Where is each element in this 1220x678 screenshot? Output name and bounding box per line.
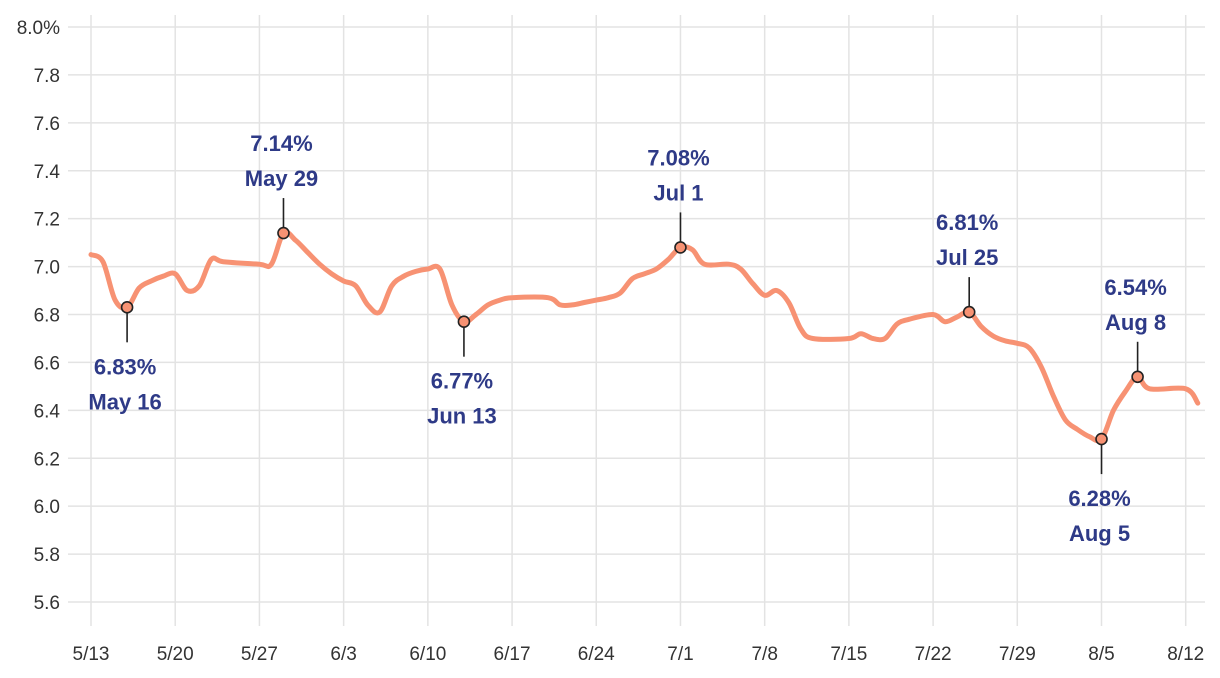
annotation-value: 7.14% [250, 131, 312, 156]
annotation: 6.77% Jun 13 [427, 315, 497, 429]
y-tick-label: 6.6 [34, 353, 60, 374]
y-tick-label: 6.2 [34, 449, 60, 470]
x-tick-label: 8/5 [1088, 644, 1114, 665]
y-tick-label: 7.2 [34, 210, 60, 231]
annotation-date: May 16 [88, 389, 161, 414]
y-tick-label: 5.8 [34, 545, 60, 566]
x-tick-label: 6/24 [578, 644, 615, 665]
annotations: 6.83% May 16 7.14% May 29 6.77% Jun 13 7.08% Ju… [88, 131, 1166, 546]
y-tick-label: 6.4 [34, 401, 61, 422]
annotation: 6.54% Aug 8 [1104, 275, 1167, 384]
x-tick-label: 6/3 [330, 644, 356, 665]
annotation-value: 6.81% [936, 210, 998, 235]
annotation-value: 7.08% [647, 145, 709, 170]
x-tick-label: 5/27 [241, 644, 278, 665]
annotation-date: Jul 1 [653, 180, 703, 205]
y-tick-label: 7.6 [34, 114, 60, 135]
annotation: 7.08% Jul 1 [647, 145, 710, 254]
annotation-date: Aug 8 [1105, 310, 1166, 335]
y-tick-label: 6.0 [34, 497, 60, 518]
annotation: 6.81% Jul 25 [936, 210, 998, 319]
annotation-date: May 29 [245, 166, 318, 191]
x-tick-label: 8/12 [1167, 644, 1204, 665]
x-tick-label: 7/29 [999, 644, 1036, 665]
data-point-marker [120, 301, 134, 314]
x-tick-label: 5/20 [157, 644, 194, 665]
y-tick-label: 7.4 [34, 162, 61, 183]
data-point-marker [457, 315, 471, 328]
annotation-date: Jul 25 [936, 245, 998, 270]
data-point-marker [277, 226, 290, 240]
x-tick-label: 5/13 [73, 644, 110, 665]
x-tick-label: 7/15 [830, 644, 867, 665]
annotation-value: 6.83% [94, 354, 156, 379]
annotation: 6.28% Aug 5 [1068, 432, 1131, 546]
x-tick-label: 7/8 [751, 644, 777, 665]
data-point-marker [674, 241, 687, 254]
data-point-marker [1095, 432, 1108, 446]
annotation-date: Aug 5 [1069, 521, 1130, 546]
x-tick-label: 7/1 [667, 644, 693, 665]
y-tick-label: 5.6 [34, 593, 60, 614]
annotation-value: 6.77% [431, 369, 493, 394]
annotation-date: Jun 13 [427, 404, 497, 429]
x-tick-label: 6/17 [494, 644, 531, 665]
series [88, 229, 1201, 444]
y-tick-label: 7.0 [34, 258, 60, 279]
x-tick-label: 6/10 [409, 644, 446, 665]
y-tick-label: 7.8 [34, 66, 60, 87]
annotation-value: 6.28% [1068, 486, 1130, 511]
data-point-marker [1131, 370, 1144, 384]
annotation: 7.14% May 29 [245, 131, 318, 240]
rate-line [88, 229, 1201, 444]
x-tick-label: 7/22 [915, 644, 952, 665]
annotation-value: 6.54% [1104, 275, 1166, 300]
annotation: 6.83% May 16 [88, 301, 162, 414]
y-tick-label: 6.8 [34, 306, 60, 327]
grid [68, 15, 1205, 626]
axes: 8.0% 7.8 7.6 7.4 7.2 7.0 6.8 6.6 6.4 6.2 6.0 5.8 5.6… [17, 18, 1205, 665]
y-tick-label: 8.0% [17, 18, 60, 39]
data-point-marker [962, 305, 976, 319]
